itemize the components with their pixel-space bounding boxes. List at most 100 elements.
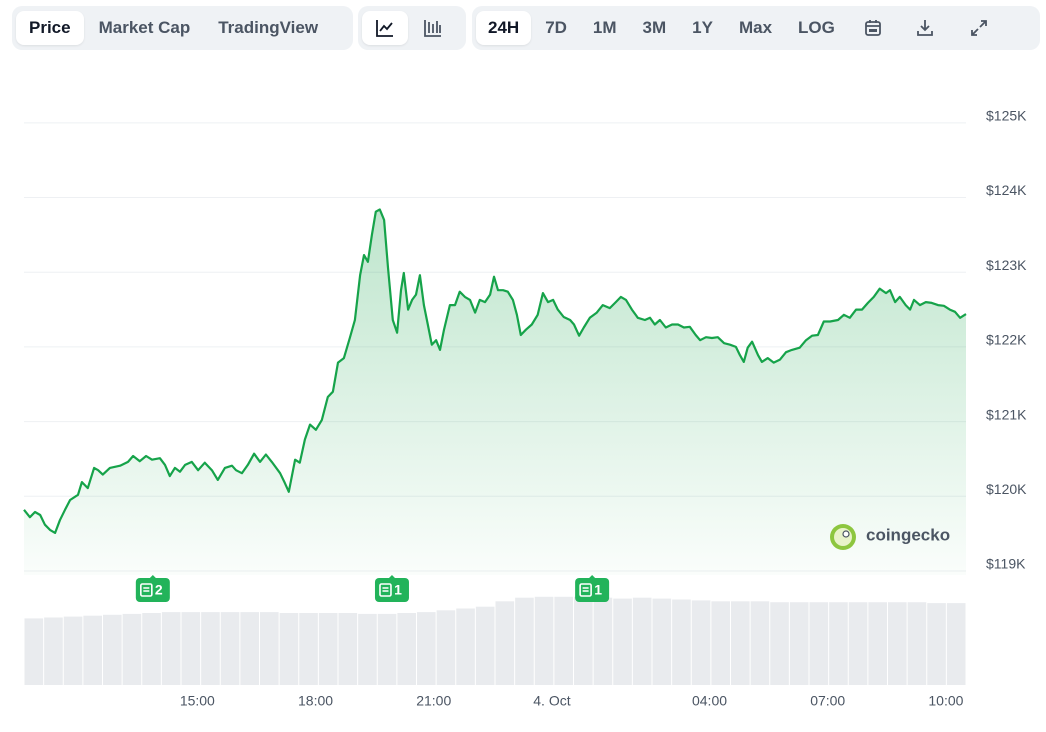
x-tick-label: 10:00 [928, 693, 963, 709]
tab-group: Price Market Cap TradingView [12, 6, 353, 50]
y-tick-label: $123K [986, 257, 1027, 273]
y-tick-label: $125K [986, 108, 1027, 124]
volume-bar [868, 602, 887, 685]
y-tick-label: $122K [986, 332, 1027, 348]
watermark-text: coingecko [866, 525, 950, 544]
y-tick-label: $120K [986, 481, 1027, 497]
price-line [23, 208, 967, 534]
range-group: 24H 7D 1M 3M 1Y Max LOG [472, 6, 1040, 50]
y-tick-label: $119K [986, 556, 1026, 572]
range-button[interactable]: 1Y [692, 18, 713, 37]
news-count: 1 [394, 582, 402, 598]
range-button[interactable]: 24H [476, 11, 532, 45]
news-icon [379, 583, 392, 597]
volume-bar [358, 613, 377, 685]
volume-bar [142, 613, 161, 685]
logo-inner [834, 528, 852, 546]
volume-bar [632, 597, 652, 685]
volume-bar [161, 612, 181, 685]
range-button[interactable]: 7D [545, 18, 567, 37]
x-tick-label: 18:00 [298, 693, 333, 709]
download-button[interactable] [899, 11, 951, 45]
range-button[interactable]: 1M [592, 18, 617, 37]
range-button[interactable]: LOG [798, 18, 835, 37]
news-icon [579, 583, 592, 597]
news-count: 1 [594, 582, 602, 598]
volume-bar [495, 601, 515, 685]
volume-bar [377, 613, 397, 685]
candle-icon [424, 20, 441, 37]
volume-bar [44, 617, 63, 685]
volume-bar [103, 614, 122, 685]
tab[interactable]: TradingView [218, 18, 319, 37]
volume-bar [436, 610, 456, 685]
calendar-icon [864, 20, 881, 36]
volume-bar [181, 612, 201, 685]
volume-bar [672, 599, 691, 685]
range-button[interactable]: Max [738, 18, 773, 37]
line-icon [376, 20, 393, 37]
fullscreen-button[interactable] [953, 11, 1005, 45]
volume-bar [515, 597, 534, 685]
volume-bar [750, 601, 770, 685]
volume-bar [613, 598, 632, 685]
volume-bar [417, 612, 436, 685]
volume-bar [809, 602, 829, 685]
x-tick-label: 4. Oct [533, 693, 570, 709]
volume-bar [240, 612, 259, 685]
x-tick-label: 07:00 [810, 693, 845, 709]
watermark: coingecko [830, 524, 950, 550]
volume-bar [789, 602, 809, 685]
news-marker[interactable]: 1 [575, 575, 610, 602]
news-marker[interactable]: 2 [135, 575, 170, 602]
news-icon [140, 583, 153, 597]
volume-bar [63, 616, 83, 685]
area-fill [24, 209, 966, 575]
volume-bar [475, 606, 495, 685]
volume-bar [24, 618, 44, 685]
news-icon-lines [143, 587, 150, 592]
volume-bar [691, 600, 711, 685]
y-tick-label: $121K [986, 406, 1027, 422]
x-tick-label: 04:00 [692, 693, 727, 709]
news-icon-lines [582, 587, 589, 592]
chart-type-group [358, 6, 466, 50]
volume-bar [299, 613, 318, 685]
volume-bar [770, 602, 789, 685]
volume-bar [907, 602, 927, 685]
calendar-button[interactable] [849, 11, 897, 45]
news-icon-lines [382, 587, 389, 592]
y-tick-label: $124K [986, 182, 1027, 198]
volume-bar [534, 596, 554, 685]
volume-bar [574, 596, 593, 685]
volume-bar [731, 601, 750, 685]
volume-bar [711, 601, 730, 685]
volume-bar [318, 613, 338, 685]
volume-bar [201, 612, 220, 685]
volume-bar [927, 603, 946, 685]
volume-bar [83, 615, 102, 685]
candle-chart-button[interactable] [410, 11, 456, 45]
news-marker[interactable]: 1 [374, 575, 409, 602]
logo-eye [842, 530, 850, 538]
tab[interactable]: Price [16, 11, 84, 45]
volume-bar [220, 612, 240, 685]
range-button[interactable]: 3M [642, 18, 667, 37]
volume-bar [279, 613, 299, 685]
volume-bar [829, 602, 848, 685]
volume-bar [888, 602, 907, 685]
volume-bar [397, 613, 416, 685]
volume-bar [338, 613, 358, 685]
volume-bar [946, 603, 966, 685]
volume-bar [122, 613, 142, 685]
expand-icon [970, 20, 987, 36]
line-chart-button[interactable] [362, 11, 408, 45]
x-tick-label: 21:00 [416, 693, 451, 709]
volume-bar [260, 612, 279, 685]
volume-bar [554, 596, 573, 685]
volume-bar [652, 598, 672, 685]
tab[interactable]: Market Cap [98, 18, 191, 37]
download-icon [916, 20, 933, 36]
